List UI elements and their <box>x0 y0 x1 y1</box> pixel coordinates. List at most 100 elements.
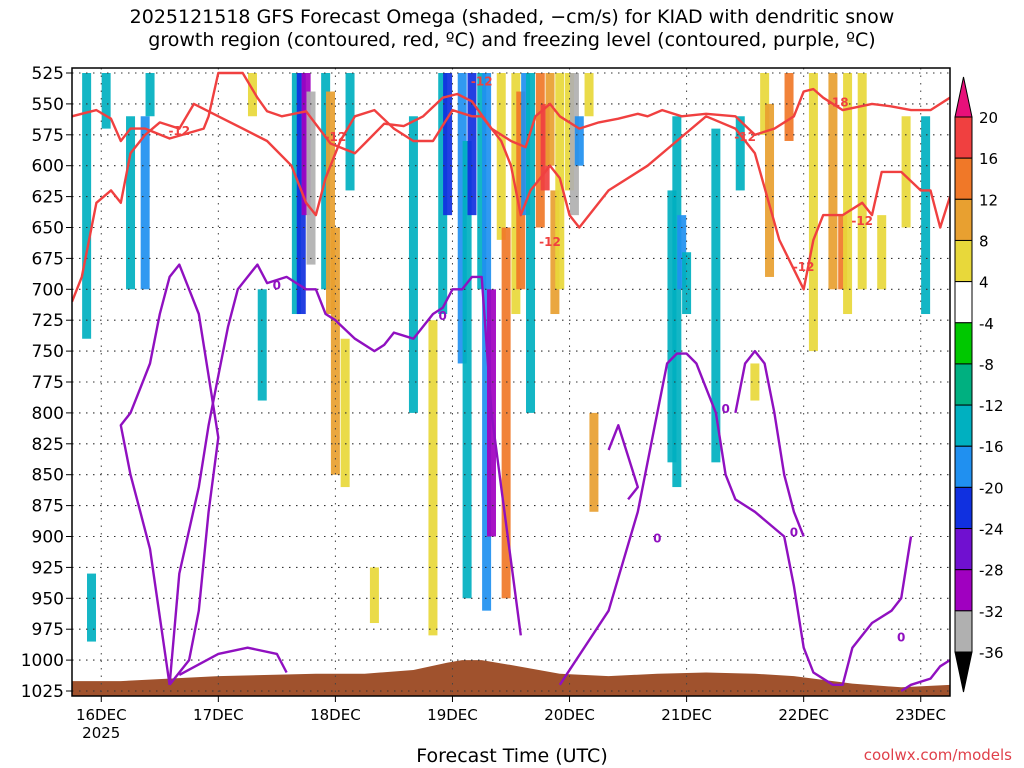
y-tick-label: 900 <box>32 528 64 548</box>
omega-cell <box>345 73 355 191</box>
y-tick-label: 925 <box>32 558 64 578</box>
colorbar-top-arrow <box>954 76 973 118</box>
y-tick-label: 625 <box>32 188 64 208</box>
omega-cell <box>589 412 599 512</box>
y-tick-label: 800 <box>32 404 64 424</box>
omega-cell <box>808 73 818 352</box>
colorbar-label: 8 <box>979 232 989 250</box>
y-tick-label: 725 <box>32 311 64 331</box>
omega-cell <box>838 215 848 290</box>
omega-cell <box>428 320 438 636</box>
contour-label: -12 <box>168 124 190 138</box>
omega-cell <box>467 73 477 216</box>
colorbar-segment <box>954 569 973 612</box>
colorbar-label: -36 <box>979 644 1004 662</box>
omega-cell <box>760 73 770 135</box>
omega-cell <box>535 73 545 228</box>
terrain-layer <box>72 660 950 696</box>
y-tick-label: 825 <box>32 435 64 455</box>
omega-cell <box>565 73 575 191</box>
freezing-level-contour <box>607 424 639 501</box>
freezing-level-contour <box>168 263 522 685</box>
contour-label: -12 <box>471 74 493 88</box>
omega-cell <box>496 73 506 240</box>
omega-cell <box>330 227 340 475</box>
omega-cell <box>145 73 155 117</box>
colorbar-label: 20 <box>979 109 998 127</box>
omega-cell <box>443 73 453 216</box>
colorbar-label: 16 <box>979 150 998 168</box>
y-tick-label: 775 <box>32 373 64 393</box>
omega-cell <box>540 103 550 191</box>
omega-cell <box>921 116 931 315</box>
colorbar-segment <box>954 116 973 159</box>
colorbar-label: -28 <box>979 562 1004 580</box>
colorbar-segment <box>954 404 973 447</box>
omega-cell <box>677 215 687 290</box>
contour-label: -12 <box>851 214 873 228</box>
omega-cell <box>438 73 448 315</box>
y-tick-label: 875 <box>32 497 64 517</box>
omega-cell <box>735 116 745 191</box>
y-tick-label: 550 <box>32 95 64 115</box>
omega-cell <box>750 363 760 401</box>
y-tick-label: 975 <box>32 620 64 640</box>
y-tick-label: 600 <box>32 157 64 177</box>
y-tick-label: 750 <box>32 342 64 362</box>
x-tick-label: 20DEC <box>544 706 595 724</box>
contour-label: 0 <box>790 526 798 540</box>
colorbar-segment <box>954 157 973 200</box>
colorbar-segment <box>954 322 973 365</box>
colorbar-label: -24 <box>979 521 1004 539</box>
omega-cell <box>247 73 257 117</box>
omega-cell <box>306 91 316 265</box>
credit-link[interactable]: coolwx.com/models <box>863 746 1012 764</box>
contour-label: 0 <box>439 309 447 323</box>
colorbar-segment <box>954 363 973 406</box>
x-axis-title: Forecast Time (UTC) <box>416 745 608 767</box>
omega-cell <box>516 91 526 290</box>
freezing-level-contour <box>734 349 805 537</box>
x-tick-label: 22DEC <box>778 706 829 724</box>
terrain-area <box>72 660 950 696</box>
contour-label: -12 <box>325 130 347 144</box>
contour-label: -12 <box>539 235 561 249</box>
y-axis: 525 550 575 600 625 650 675 700 725 750 775 800 825 8… <box>21 64 72 702</box>
grid-layer <box>72 68 950 696</box>
omega-cell <box>901 116 911 228</box>
colorbar-label: -8 <box>979 356 994 374</box>
x-tick-label: 19DEC <box>427 706 478 724</box>
omega-cell <box>477 73 487 290</box>
y-tick-label: 675 <box>32 249 64 269</box>
freezing-level-contour <box>178 646 288 676</box>
x-tick-sublabel: 2025 <box>82 724 120 742</box>
colorbar-label: 4 <box>979 274 989 292</box>
y-tick-label: 575 <box>32 126 64 146</box>
omega-cell <box>574 116 584 166</box>
omega-cell <box>87 573 97 642</box>
omega-cell <box>291 73 301 315</box>
colorbar-bottom-arrow <box>954 651 973 693</box>
omega-cell <box>82 73 92 339</box>
colorbar-segment <box>954 528 973 571</box>
omega-cell <box>526 73 536 413</box>
chart-title: 2025121518 GFS Forecast Omega (shaded, −… <box>129 6 895 51</box>
colorbar-segment <box>954 239 973 283</box>
x-tick-label: 23DEC <box>895 706 946 724</box>
colorbar: 20 16 12 8 4 -4 -8 -12 -16 -20 -24 -28 -32 -36 <box>954 76 1004 693</box>
y-tick-label: 700 <box>32 280 64 300</box>
omega-cell <box>545 73 555 166</box>
omega-cell <box>584 73 594 117</box>
colorbar-label: 12 <box>979 191 998 209</box>
dgz-contour-lower <box>72 102 950 303</box>
omega-cell <box>408 116 418 413</box>
contour-label: 0 <box>653 532 661 546</box>
colorbar-segment <box>954 281 973 324</box>
omega-cell <box>140 116 150 290</box>
omega-cell <box>369 567 379 624</box>
colorbar-label: -32 <box>979 603 1004 621</box>
contour-layer: -12 -12 -12 -12 -18 -12 -12 -12 0 0 0 0 0 0 <box>72 71 950 693</box>
omega-cell <box>672 116 682 488</box>
omega-cell <box>711 128 721 463</box>
